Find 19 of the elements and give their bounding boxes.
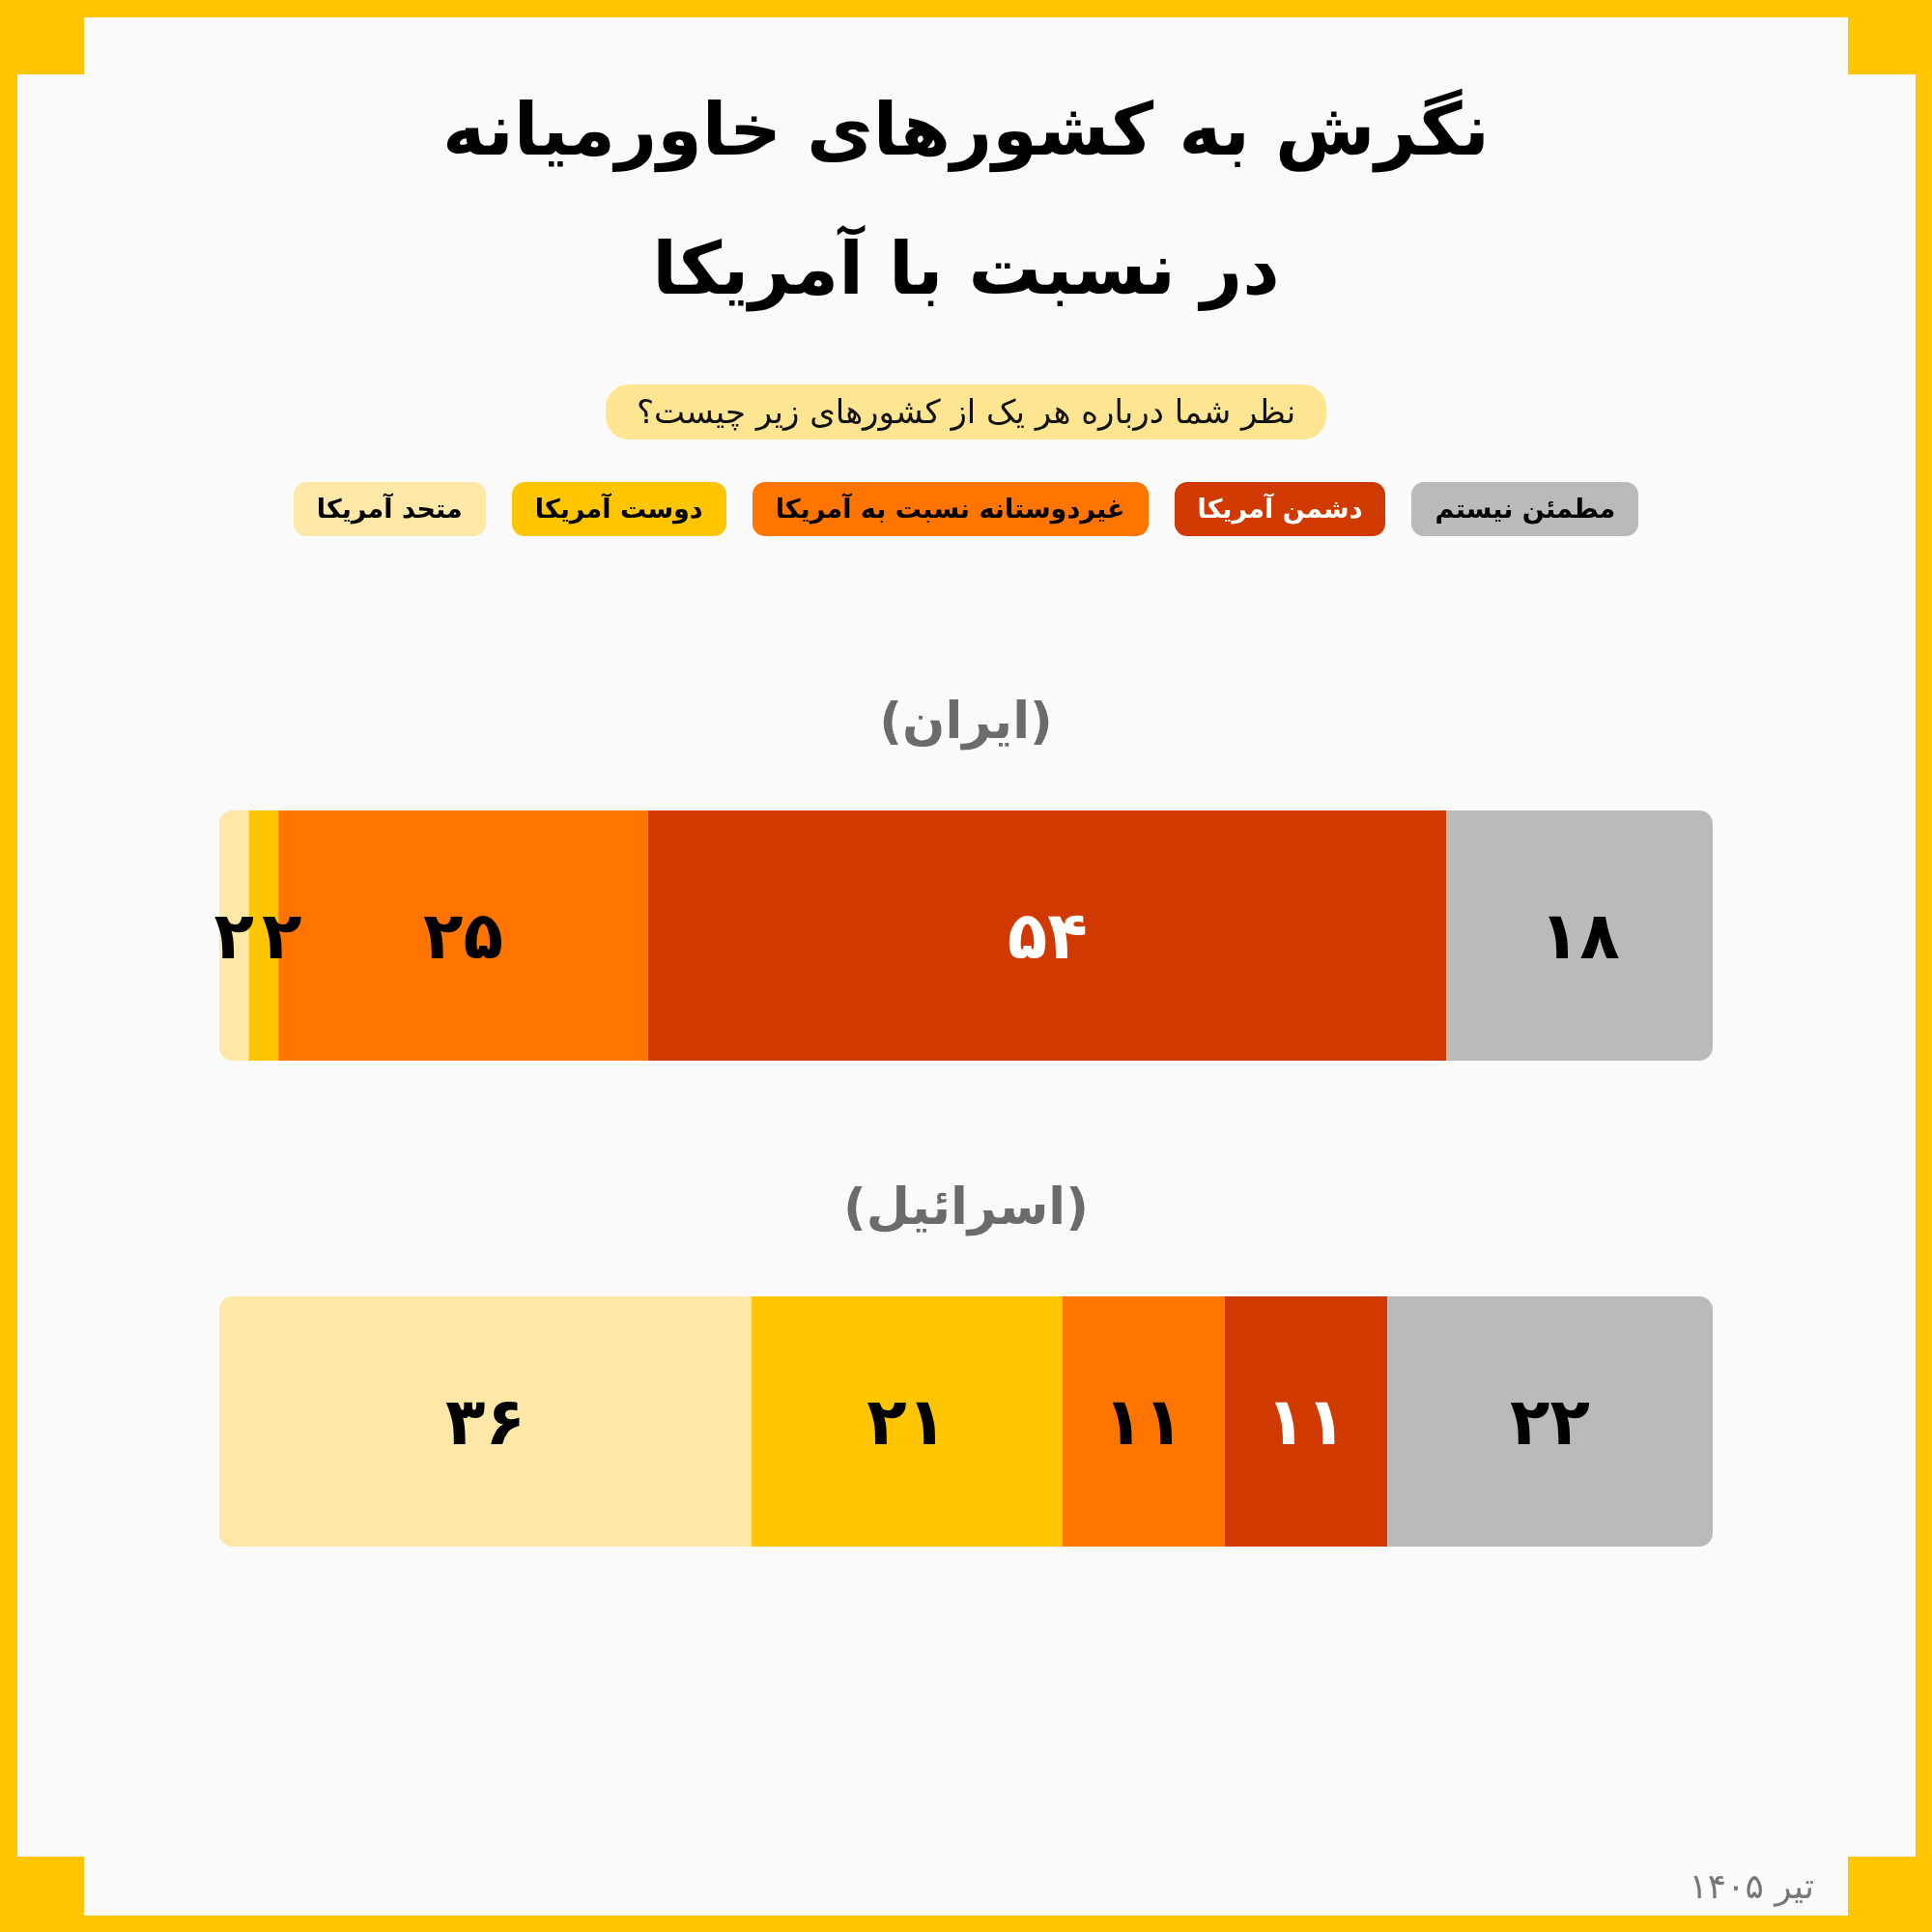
data-label: ۱۱ [1265,1383,1347,1460]
legend-item: دوست آمریکا [511,482,726,536]
data-label: ۲۱ [867,1383,948,1460]
legend-item: مطمئن نیستم [1411,482,1639,536]
data-label: ۲۲ [1510,1383,1591,1460]
legend-item: متحد آمریکا [293,482,486,536]
data-label: ۵۴ [1007,897,1088,974]
data-label: ۲ [262,897,302,974]
legend-item: غیردوستانه نسبت به آمریکا [752,482,1149,536]
subtitle: نظر شما درباره هر یک از کشورهای زیر چیست؟ [605,384,1327,440]
legend-item: دشمن آمریکا [1174,482,1386,536]
category-label: (اسرائیل) [842,1177,1090,1238]
data-label: ۱۸ [1539,897,1620,974]
data-label: ۳۶ [445,1383,526,1460]
title: نگرش به کشورهای خاورمیانه در نسبت با آمریکا [441,86,1491,314]
annotation: تیر ۱۴۰۵ [1689,1865,1814,1909]
category-label: (ایران) [878,691,1054,753]
data-label: ۲۵ [423,897,504,974]
data-label: ۱۱ [1103,1383,1184,1460]
